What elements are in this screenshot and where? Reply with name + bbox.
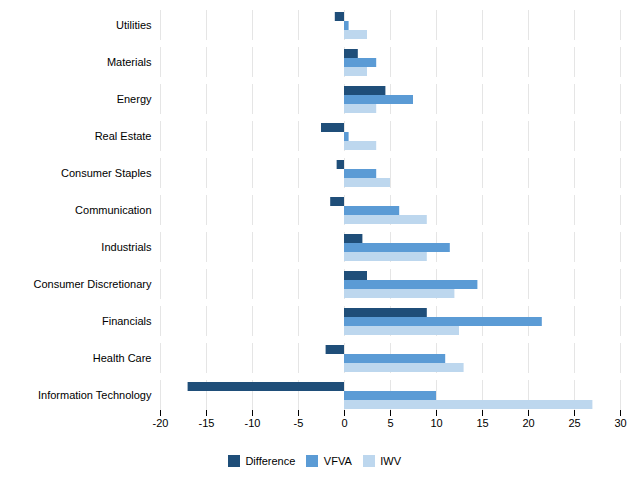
svg-text:Real Estate: Real Estate	[95, 130, 152, 142]
svg-text:20: 20	[522, 417, 534, 429]
html-text:VFVA: VFVA	[323, 454, 352, 467]
svg-text:15: 15	[476, 417, 488, 429]
svg-text:-5: -5	[294, 417, 304, 429]
svg-text:Health Care: Health Care	[93, 352, 152, 364]
svg-text:-15: -15	[199, 417, 215, 429]
svg-text:10: 10	[430, 417, 442, 429]
svg-text:Financials: Financials	[102, 315, 152, 327]
svg-text:Consumer Discretionary: Consumer Discretionary	[34, 278, 152, 290]
svg-text:Consumer Staples: Consumer Staples	[61, 167, 152, 179]
svg-text:Materials: Materials	[107, 56, 152, 68]
svg-text:Communication: Communication	[75, 204, 151, 216]
html-text:IWV: IWV	[380, 454, 402, 467]
html-text:Difference: Difference	[245, 454, 296, 467]
svg-text:5: 5	[387, 417, 393, 429]
svg-text:25: 25	[568, 417, 580, 429]
svg-text:30: 30	[614, 417, 626, 429]
svg-text:Energy: Energy	[117, 93, 152, 105]
svg-text:0: 0	[341, 417, 347, 429]
svg-text:Information Technology: Information Technology	[38, 389, 152, 401]
svg-text:Industrials: Industrials	[101, 241, 152, 253]
svg-text:-20: -20	[153, 417, 169, 429]
svg-text:Utilities: Utilities	[116, 19, 152, 31]
svg-text:-10: -10	[245, 417, 261, 429]
